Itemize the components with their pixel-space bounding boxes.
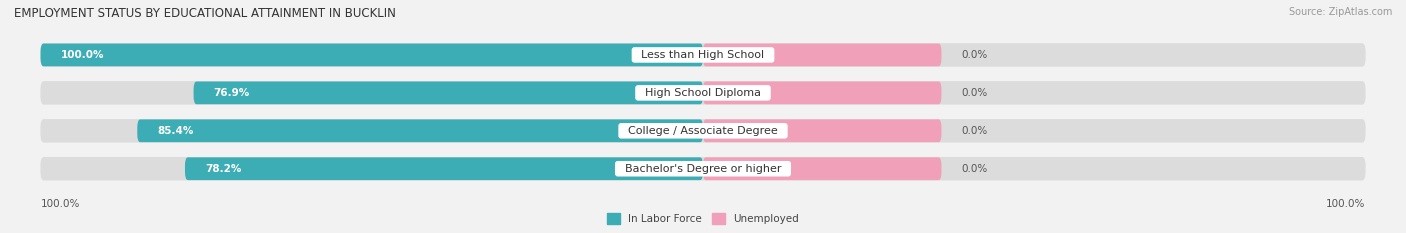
- Text: 85.4%: 85.4%: [157, 126, 194, 136]
- FancyBboxPatch shape: [194, 82, 703, 104]
- Text: College / Associate Degree: College / Associate Degree: [621, 126, 785, 136]
- FancyBboxPatch shape: [703, 82, 942, 104]
- Text: 100.0%: 100.0%: [41, 199, 80, 209]
- FancyBboxPatch shape: [703, 44, 942, 66]
- Text: 0.0%: 0.0%: [962, 164, 987, 174]
- Text: Bachelor's Degree or higher: Bachelor's Degree or higher: [617, 164, 789, 174]
- Text: EMPLOYMENT STATUS BY EDUCATIONAL ATTAINMENT IN BUCKLIN: EMPLOYMENT STATUS BY EDUCATIONAL ATTAINM…: [14, 7, 396, 20]
- Text: 100.0%: 100.0%: [1326, 199, 1365, 209]
- Legend: In Labor Force, Unemployed: In Labor Force, Unemployed: [607, 213, 799, 224]
- FancyBboxPatch shape: [703, 120, 942, 142]
- FancyBboxPatch shape: [41, 81, 1365, 105]
- FancyBboxPatch shape: [186, 157, 703, 180]
- Text: Source: ZipAtlas.com: Source: ZipAtlas.com: [1288, 7, 1392, 17]
- FancyBboxPatch shape: [41, 44, 703, 66]
- Text: Less than High School: Less than High School: [634, 50, 772, 60]
- FancyBboxPatch shape: [41, 119, 1365, 143]
- Text: 0.0%: 0.0%: [962, 126, 987, 136]
- FancyBboxPatch shape: [703, 157, 942, 180]
- Text: 76.9%: 76.9%: [214, 88, 250, 98]
- Text: 78.2%: 78.2%: [205, 164, 242, 174]
- Text: High School Diploma: High School Diploma: [638, 88, 768, 98]
- Text: 100.0%: 100.0%: [60, 50, 104, 60]
- FancyBboxPatch shape: [41, 43, 1365, 67]
- FancyBboxPatch shape: [138, 120, 703, 142]
- Text: 0.0%: 0.0%: [962, 50, 987, 60]
- Text: 0.0%: 0.0%: [962, 88, 987, 98]
- FancyBboxPatch shape: [41, 157, 1365, 181]
